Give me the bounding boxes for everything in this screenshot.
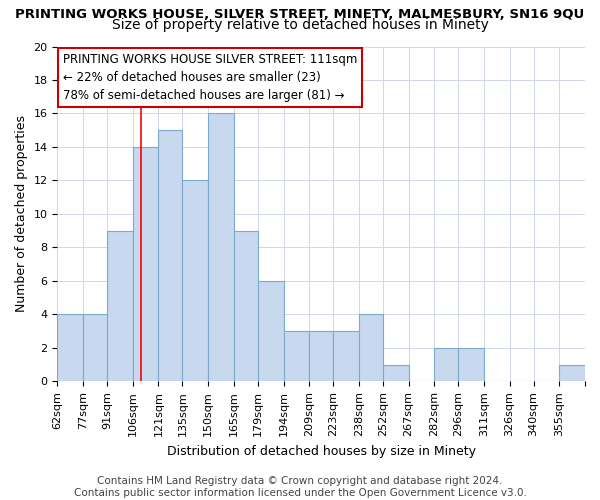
Bar xyxy=(458,348,484,382)
Text: PRINTING WORKS HOUSE, SILVER STREET, MINETY, MALMESBURY, SN16 9QU: PRINTING WORKS HOUSE, SILVER STREET, MIN… xyxy=(16,8,584,20)
Bar xyxy=(107,230,133,382)
Bar xyxy=(208,114,234,382)
Text: PRINTING WORKS HOUSE SILVER STREET: 111sqm
← 22% of detached houses are smaller : PRINTING WORKS HOUSE SILVER STREET: 111s… xyxy=(62,53,357,102)
Bar xyxy=(333,331,359,382)
Bar xyxy=(284,331,309,382)
Bar xyxy=(158,130,182,382)
Bar xyxy=(133,147,158,382)
Bar xyxy=(258,281,284,382)
Bar xyxy=(359,314,383,382)
Bar xyxy=(83,314,107,382)
Text: Size of property relative to detached houses in Minety: Size of property relative to detached ho… xyxy=(112,18,488,32)
Bar xyxy=(434,348,458,382)
Text: Contains HM Land Registry data © Crown copyright and database right 2024.
Contai: Contains HM Land Registry data © Crown c… xyxy=(74,476,526,498)
Bar xyxy=(309,331,333,382)
Bar xyxy=(182,180,208,382)
Bar xyxy=(234,230,258,382)
X-axis label: Distribution of detached houses by size in Minety: Distribution of detached houses by size … xyxy=(167,444,476,458)
Bar xyxy=(559,364,585,382)
Bar xyxy=(383,364,409,382)
Y-axis label: Number of detached properties: Number of detached properties xyxy=(15,116,28,312)
Bar xyxy=(58,314,83,382)
